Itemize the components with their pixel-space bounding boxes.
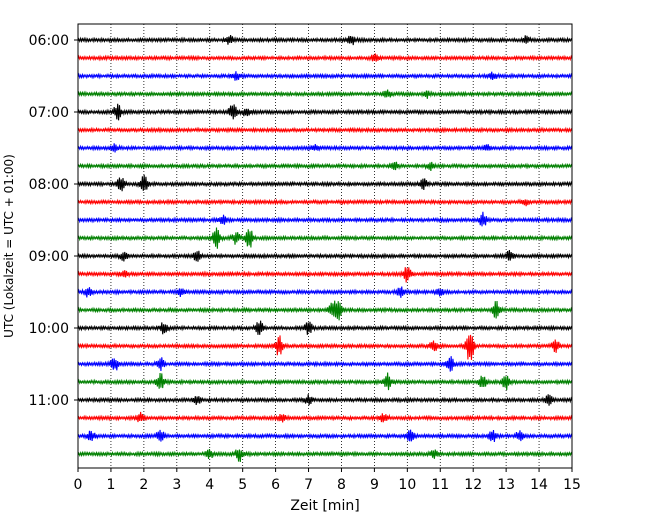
trace-07-30 <box>77 143 573 153</box>
x-tick-label: 0 <box>74 477 83 493</box>
x-tick-label: 13 <box>497 477 515 493</box>
trace-11-45 <box>77 448 573 462</box>
trace-07-15 <box>77 126 573 134</box>
trace-08-30 <box>77 211 573 227</box>
x-tick-label: 4 <box>205 477 214 493</box>
trace-10-00 <box>77 320 573 335</box>
x-tick-label: 5 <box>238 477 247 493</box>
x-tick-label: 6 <box>271 477 280 493</box>
plot-background <box>78 24 572 468</box>
trace-08-15 <box>77 198 573 207</box>
x-tick-label: 12 <box>464 477 482 493</box>
x-tick-label: 2 <box>139 477 148 493</box>
trace-07-45 <box>77 161 573 172</box>
x-tick-label: 14 <box>530 477 548 493</box>
trace-09-15 <box>77 267 573 283</box>
trace-lines <box>77 35 573 462</box>
x-tick-label: 9 <box>370 477 379 493</box>
trace-11-00 <box>77 394 573 406</box>
x-tick-label: 10 <box>398 477 416 493</box>
x-tick-label: 15 <box>563 477 581 493</box>
x-axis-ticks: 0 1 2 3 4 5 6 7 8 9 10 11 12 13 14 15 <box>74 468 581 493</box>
trace-08-45 <box>77 227 573 249</box>
trace-09-45 <box>77 300 573 321</box>
trace-10-30 <box>77 356 573 372</box>
y-tick-label: 07:00 <box>29 105 69 121</box>
trace-09-30 <box>77 286 573 298</box>
y-tick-label: 09:00 <box>29 249 69 265</box>
trace-06-30 <box>77 71 573 81</box>
y-axis-label: UTC (Lokalzeit = UTC + 01:00) <box>2 154 16 338</box>
x-tick-label: 3 <box>172 477 181 493</box>
y-axis-ticks: 06:00 07:00 08:00 09:00 10:00 11:00 <box>29 33 78 409</box>
x-tick-label: 7 <box>304 477 313 493</box>
trace-11-30 <box>77 429 573 442</box>
y-tick-label: 06:00 <box>29 33 69 49</box>
trace-10-45 <box>77 372 573 391</box>
plot-frame <box>77 23 573 469</box>
y-tick-label: 08:00 <box>29 177 69 193</box>
trace-08-00 <box>77 174 573 192</box>
trace-07-00 <box>77 103 573 121</box>
grid-lines <box>110 24 540 468</box>
x-tick-label: 8 <box>337 477 346 493</box>
trace-06-00 <box>77 35 573 46</box>
x-tick-label: 1 <box>106 477 115 493</box>
trace-09-00 <box>77 249 573 262</box>
y-tick-label: 10:00 <box>29 321 69 337</box>
x-axis-label: Zeit [min] <box>290 498 359 514</box>
trace-11-15 <box>77 411 573 423</box>
trace-06-45 <box>77 89 573 99</box>
y-tick-label: 11:00 <box>29 393 69 409</box>
trace-06-15 <box>77 53 573 62</box>
x-tick-label: 11 <box>431 477 449 493</box>
trace-10-15 <box>77 334 573 360</box>
